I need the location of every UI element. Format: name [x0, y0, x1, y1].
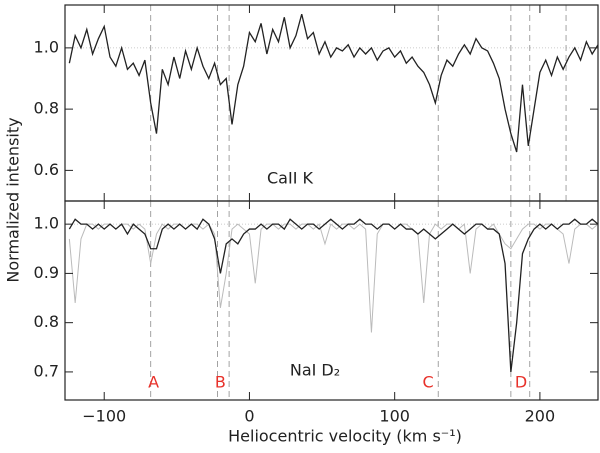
y-tick-label: 1.0 — [34, 214, 59, 233]
x-tick-label: −100 — [82, 407, 126, 426]
y-axis-label: Normalized intensity — [4, 117, 23, 282]
annotation: D — [515, 373, 527, 392]
spectrum — [68, 14, 599, 153]
spectrum — [68, 223, 599, 333]
panel-label: NaI D₂ — [290, 361, 340, 380]
plot-frame — [64, 4, 599, 202]
y-tick-label: 0.9 — [34, 263, 59, 282]
y-tick-label: 0.8 — [34, 312, 59, 331]
annotation: B — [215, 373, 226, 392]
y-tick-label: 0.6 — [34, 160, 59, 179]
spectrum — [68, 218, 599, 372]
x-tick-label: 0 — [244, 407, 254, 426]
x-tick-label: 100 — [379, 407, 410, 426]
y-tick-label: 1.0 — [34, 37, 59, 56]
annotation: C — [422, 373, 433, 392]
panel-label: CaII K — [267, 169, 314, 188]
plot-frame — [64, 200, 599, 401]
annotation: A — [148, 373, 159, 392]
y-tick-label: 0.7 — [34, 361, 59, 380]
x-axis-label: Heliocentric velocity (km s⁻¹) — [228, 427, 462, 446]
x-tick-label: 200 — [525, 407, 556, 426]
y-tick-label: 0.8 — [34, 99, 59, 118]
